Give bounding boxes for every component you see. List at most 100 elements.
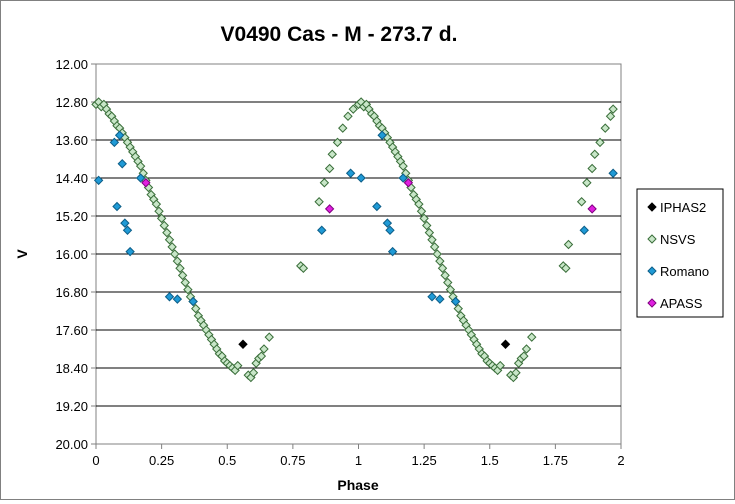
data-point-apass — [141, 178, 151, 188]
legend-marker — [647, 266, 657, 276]
data-point-nsvs — [519, 351, 529, 361]
legend-marker — [647, 202, 657, 212]
legend: IPHAS2 NSVS Romano APASS — [636, 188, 724, 318]
data-point-nsvs — [511, 368, 521, 378]
data-point-nsvs — [600, 123, 610, 133]
data-point-romano — [435, 294, 445, 304]
data-point-nsvs — [416, 206, 427, 216]
y-tick-label: 17.60 — [55, 323, 88, 338]
chart-title: V0490 Cas - M - 273.7 d. — [221, 23, 458, 46]
data-point-romano — [385, 225, 395, 235]
data-point-nsvs — [338, 123, 348, 133]
x-tick-label: 0.75 — [280, 453, 305, 468]
data-point-romano — [122, 225, 133, 235]
data-point-nsvs — [414, 199, 424, 209]
data-point-nsvs — [587, 163, 597, 174]
data-point-romano — [608, 168, 618, 178]
y-tick-label: 14.40 — [55, 171, 88, 186]
x-tick-label: 1.5 — [481, 453, 499, 468]
data-point-nsvs — [440, 270, 450, 281]
data-point-romano — [317, 225, 327, 235]
data-point-iphas2 — [238, 339, 248, 349]
legend-label: IPHAS2 — [660, 200, 706, 215]
data-point-nsvs — [605, 111, 616, 121]
data-point-nsvs — [445, 284, 456, 295]
data-point-romano — [93, 175, 104, 186]
data-point-nsvs — [453, 303, 463, 314]
data-points — [91, 97, 618, 383]
data-point-romano — [450, 296, 461, 307]
y-tick-label: 20.00 — [55, 437, 88, 452]
data-point-nsvs — [432, 249, 442, 259]
x-tick-label: 1 — [355, 453, 362, 468]
data-point-nsvs — [167, 242, 177, 252]
data-point-romano — [382, 218, 393, 228]
legend-label: Romano — [660, 264, 709, 279]
data-point-nsvs — [422, 220, 432, 231]
data-point-nsvs — [154, 206, 164, 216]
y-tick-label: 18.40 — [55, 361, 88, 376]
y-tick-label: 12.80 — [55, 95, 88, 110]
data-point-romano — [372, 201, 382, 212]
data-point-nsvs — [156, 213, 167, 224]
data-point-nsvs — [427, 235, 437, 245]
data-point-romano — [117, 159, 127, 169]
data-point-nsvs — [259, 344, 269, 354]
grid-lines — [96, 101, 621, 407]
y-axis-title: V — [14, 249, 30, 259]
data-point-nsvs — [135, 161, 146, 171]
series-romano — [93, 130, 618, 307]
data-point-nsvs — [608, 104, 618, 114]
data-point-nsvs — [582, 178, 592, 188]
data-point-apass — [403, 178, 414, 188]
x-axis-title: Phase — [337, 477, 378, 493]
data-point-nsvs — [495, 360, 505, 371]
x-tick-label: 0 — [92, 453, 99, 468]
data-point-nsvs — [175, 263, 185, 273]
legend-item-romano: Romano — [647, 264, 709, 279]
data-point-romano — [579, 225, 589, 235]
y-tick-label: 13.60 — [55, 133, 88, 148]
data-point-nsvs — [298, 263, 309, 273]
data-point-romano — [109, 137, 120, 148]
data-point-nsvs — [561, 263, 571, 273]
y-axis-ticks: 12.00 12.80 13.60 14.40 15.20 16.00 16.80 17.60… — [55, 57, 96, 452]
data-point-apass — [324, 204, 335, 214]
x-axis-ticks: 0 0.25 0.5 0.75 1 1.25 1.5 1.75 2 — [92, 444, 625, 468]
data-point-nsvs — [164, 235, 175, 245]
data-point-romano — [398, 173, 408, 183]
series-iphas2 — [238, 339, 511, 349]
data-point-nsvs — [324, 163, 335, 174]
data-point-nsvs — [248, 368, 259, 378]
data-point-romano — [387, 246, 398, 257]
data-point-nsvs — [170, 249, 180, 259]
y-tick-label: 16.00 — [55, 247, 88, 262]
legend-item-apass: APASS — [647, 296, 703, 311]
series-apass — [141, 178, 597, 214]
data-point-nsvs — [314, 197, 324, 207]
legend-label: NSVS — [660, 232, 696, 247]
data-point-nsvs — [398, 161, 408, 171]
data-point-nsvs — [172, 256, 183, 266]
x-tick-label: 1.25 — [411, 453, 436, 468]
data-point-nsvs — [590, 149, 600, 159]
legend-item-iphas2: IPHAS2 — [647, 200, 706, 215]
data-point-nsvs — [527, 332, 537, 342]
data-point-nsvs — [256, 351, 267, 361]
legend-marker — [647, 298, 657, 308]
data-point-nsvs — [424, 227, 435, 238]
x-tick-label: 2 — [617, 453, 624, 468]
data-point-nsvs — [419, 213, 429, 224]
data-point-romano — [112, 201, 122, 212]
data-point-nsvs — [183, 284, 193, 295]
data-point-romano — [114, 130, 125, 140]
y-tick-label: 15.20 — [55, 209, 88, 224]
data-point-nsvs — [576, 197, 587, 207]
data-point-nsvs — [180, 277, 190, 288]
data-point-nsvs — [595, 137, 605, 148]
x-tick-label: 0.5 — [218, 453, 236, 468]
data-point-nsvs — [159, 220, 169, 231]
data-point-romano — [172, 294, 183, 304]
